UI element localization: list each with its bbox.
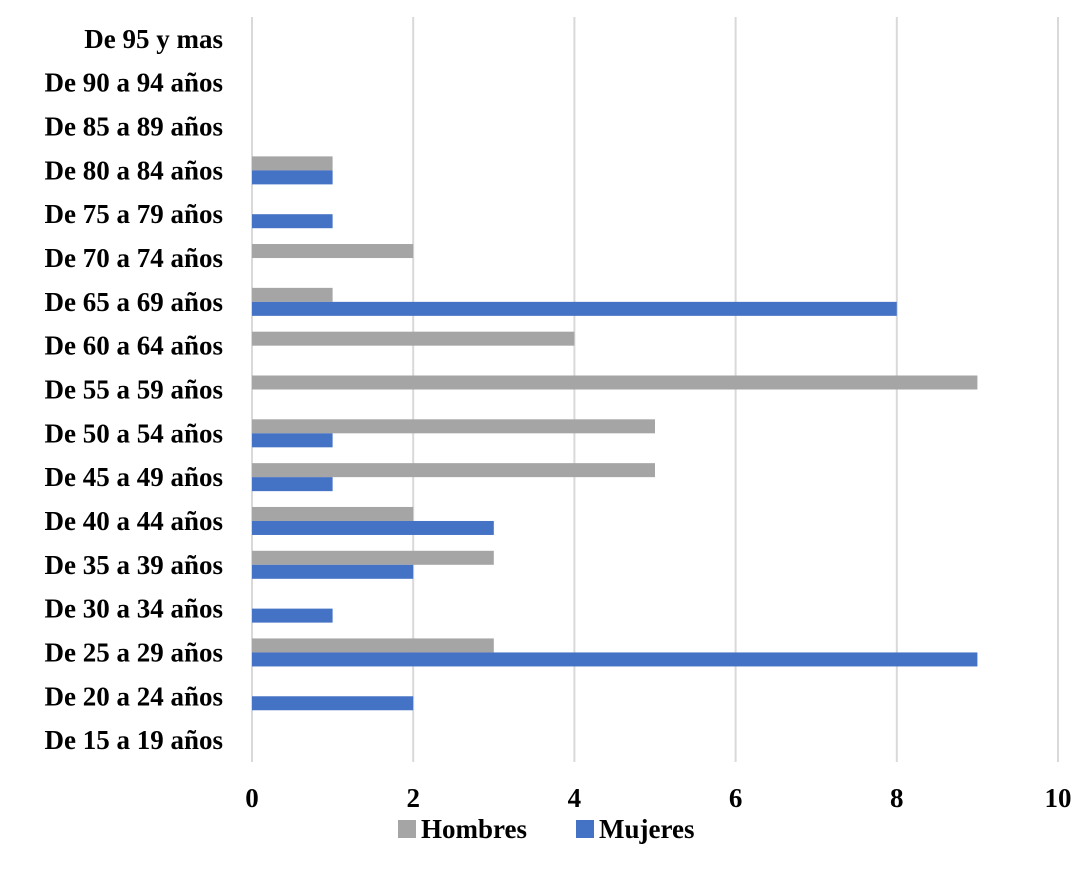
category-label: De 45 a 49 años: [44, 462, 223, 492]
bar-hombres: [252, 463, 655, 478]
legend-swatch-mujeres: [576, 820, 594, 838]
category-label: De 95 y mas: [84, 24, 223, 54]
bar-hombres: [252, 550, 494, 565]
x-tick-label: 8: [890, 783, 904, 813]
category-label: De 75 a 79 años: [44, 199, 223, 229]
category-label: De 15 a 19 años: [44, 725, 223, 755]
x-axis-tick-labels: 0 2 4 6 8 10: [245, 783, 1071, 813]
category-label: De 60 a 64 años: [44, 331, 223, 361]
bar-hombres: [252, 244, 414, 259]
x-tick-label: 4: [568, 783, 582, 813]
bar-hombres: [252, 638, 494, 653]
x-tick-label: 6: [729, 783, 743, 813]
category-labels: De 95 y mas De 90 a 94 años De 85 a 89 año…: [44, 24, 223, 755]
bar-hombres: [252, 375, 978, 390]
bar-mujeres: [252, 433, 333, 448]
legend-swatch-hombres: [398, 820, 416, 838]
category-label: De 25 a 29 años: [44, 637, 223, 667]
category-label: De 35 a 39 años: [44, 550, 223, 580]
bar-hombres: [252, 419, 655, 434]
bar-hombres: [252, 331, 575, 346]
x-tick-label: 0: [245, 783, 259, 813]
category-label: De 50 a 54 años: [44, 418, 223, 448]
bar-mujeres: [252, 170, 333, 185]
x-tick-label: 2: [406, 783, 420, 813]
x-tick-label: 10: [1045, 783, 1072, 813]
bar-mujeres: [252, 608, 333, 623]
category-label: De 65 a 69 años: [44, 287, 223, 317]
legend: Hombres Mujeres: [398, 814, 694, 844]
bar-mujeres: [252, 214, 333, 229]
bar-mujeres: [252, 301, 897, 316]
category-label: De 90 a 94 años: [44, 68, 223, 98]
bar-mujeres: [252, 564, 414, 579]
category-label: De 85 a 89 años: [44, 112, 223, 142]
category-label: De 20 a 24 años: [44, 681, 223, 711]
category-label: De 30 a 34 años: [44, 594, 223, 624]
bar-mujeres: [252, 696, 414, 711]
bar-mujeres: [252, 477, 333, 492]
bar-mujeres: [252, 652, 978, 667]
bars: [252, 156, 978, 711]
bar-hombres: [252, 287, 333, 302]
category-label: De 55 a 59 años: [44, 375, 223, 405]
category-label: De 70 a 74 años: [44, 243, 223, 273]
category-label: De 40 a 44 años: [44, 506, 223, 536]
legend-label-mujeres: Mujeres: [599, 814, 694, 844]
category-label: De 80 a 84 años: [44, 155, 223, 185]
bar-mujeres: [252, 520, 494, 535]
legend-label-hombres: Hombres: [421, 814, 527, 844]
bar-hombres: [252, 156, 333, 171]
bar-hombres: [252, 506, 414, 521]
